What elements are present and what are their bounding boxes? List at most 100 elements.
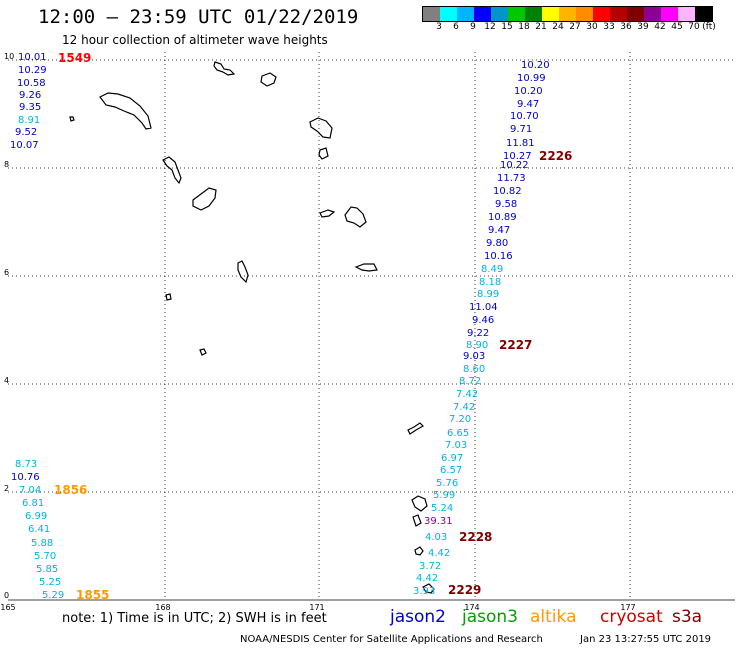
orbit-number-label: 2228 [459,530,492,544]
colorbar-label: 3 [436,22,442,32]
footer-timestamp: Jan 23 13:27:55 UTC 2019 [580,634,712,645]
colorbar-swatch [525,7,542,21]
y-tick-label: 6 [4,268,9,277]
colorbar-labels: 3 6 9 12 15 18 21 24 27 30 33 36 39 42 45 70 (ft) [422,22,740,34]
swh-value-label: 10.82 [493,186,522,197]
swh-value-label: 9.26 [19,90,41,101]
wave-height-colorbar [422,6,713,22]
swh-value-label: 5.76 [436,478,458,489]
island-outline [213,61,236,76]
swh-value-label: 4.42 [428,548,450,559]
swh-value-label: 10.20 [521,60,550,71]
swh-value-label: 8.49 [481,264,503,275]
swh-value-label: 11.04 [469,302,498,313]
colorbar-label: 45 [671,22,683,32]
orbit-number-label: 2226 [539,149,572,163]
swh-value-label: 10.70 [510,111,539,122]
island-outline [354,263,378,272]
colorbar-swatch [491,7,508,21]
legend-cryosat: cryosat [600,607,663,627]
colorbar-label: 27 [569,22,581,32]
swh-value-label: 8.60 [463,364,485,375]
orbit-labels: 1549 2226 2227 2228 2229 1856 1855 [54,51,572,602]
colorbar-label: 21 [535,22,547,32]
swh-value-label: 7.42 [456,389,478,400]
colorbar-label: 9 [470,22,476,32]
map-subtitle: 12 hour collection of altimeter wave hei… [62,33,328,47]
swh-value-label: 10.29 [18,65,47,76]
colorbar-swatch [559,7,576,21]
x-tick-label: 165 [0,603,15,612]
swh-value-label: 10.27 [503,151,532,162]
orbit-number-label: 1856 [54,483,87,497]
swh-value-label: 9.22 [467,328,489,339]
swh-value-label: 7.42 [453,402,475,413]
swh-value-label: 10.22 [500,160,529,171]
colorbar-label: 30 [586,22,598,32]
swh-value-label: 9.71 [510,124,532,135]
swh-value-label: 9.47 [488,225,510,236]
swh-value-label: 9.03 [463,351,485,362]
island-outline [422,583,435,594]
swh-value-label: 10.07 [10,140,39,151]
swh-value-label: 8.91 [18,115,40,126]
colorbar-swatch [576,7,593,21]
island-outline [260,72,277,87]
swh-value-label: 7.04 [19,485,41,496]
swh-value-label: 4.03 [425,532,447,543]
legend-altika: altika [530,607,577,627]
track-left-bottom: 8.73 10.76 7.04 6.81 6.99 6.41 5.88 5.70 5.85 5.2… [11,459,64,601]
swh-value-label: 9.80 [486,238,508,249]
swh-value-label: 4.42 [416,573,438,584]
colorbar-swatch [610,7,627,21]
colorbar-swatch [678,7,695,21]
swh-value-label: 8.18 [479,277,501,288]
y-tick-label: 0 [4,591,9,600]
swh-value-label: 7.20 [449,414,471,425]
colorbar-label: (ft) [702,22,716,32]
swh-value-label: 6.65 [447,428,469,439]
swh-value-label: 10.58 [17,78,46,89]
swh-value-label: 10.76 [11,472,40,483]
swh-value-label: 8.73 [15,459,37,470]
swh-value-label: 7.03 [445,440,467,451]
footer-credit: NOAA/NESDIS Center for Satellite Applica… [240,634,543,645]
swh-value-label: 6.57 [440,465,462,476]
swh-value-label: 5.24 [431,503,453,514]
swh-value-label: 11.73 [497,173,526,184]
track-left-top: 10.01 10.29 10.589.269.35 8.919.52 10.07 [10,52,47,151]
colorbar-swatch [661,7,678,21]
swh-value-label: 8.99 [477,289,499,300]
colorbar-swatch [474,7,491,21]
colorbar-swatch [627,7,644,21]
y-tick-label: 2 [4,484,9,493]
colorbar-swatch [457,7,474,21]
island-outline [99,92,152,130]
swh-value-label: 5.29 [42,590,64,601]
colorbar-label: 70 [688,22,700,32]
island-outline [199,348,207,356]
x-tick-label: 174 [464,603,479,612]
island-outline [407,422,424,435]
swh-value-label: 9.47 [517,99,539,110]
swh-value-label: 9.52 [15,127,37,138]
island-outline [344,206,367,228]
colorbar-label: 12 [484,22,496,32]
colorbar-swatch [440,7,457,21]
track-right: 10.2010.9910.209.4710.709.7111.8110.2710… [413,60,550,597]
y-tick-label: 4 [4,376,9,385]
map-title: 12:00 — 23:59 UTC 01/22/2019 [38,6,359,28]
colorbar-label: 33 [603,22,615,32]
island-outline [414,546,424,556]
lat-lon-grid [8,52,735,601]
colorbar-swatch [542,7,559,21]
island-outline [309,117,333,139]
island-outline [412,514,422,527]
swh-value-label: 6.41 [28,524,50,535]
island-outline [69,116,75,122]
swh-value-label: 9.46 [472,315,494,326]
orbit-number-label: 2227 [499,338,532,352]
island-outline [165,293,172,301]
swh-value-label: 8.72 [459,376,481,387]
